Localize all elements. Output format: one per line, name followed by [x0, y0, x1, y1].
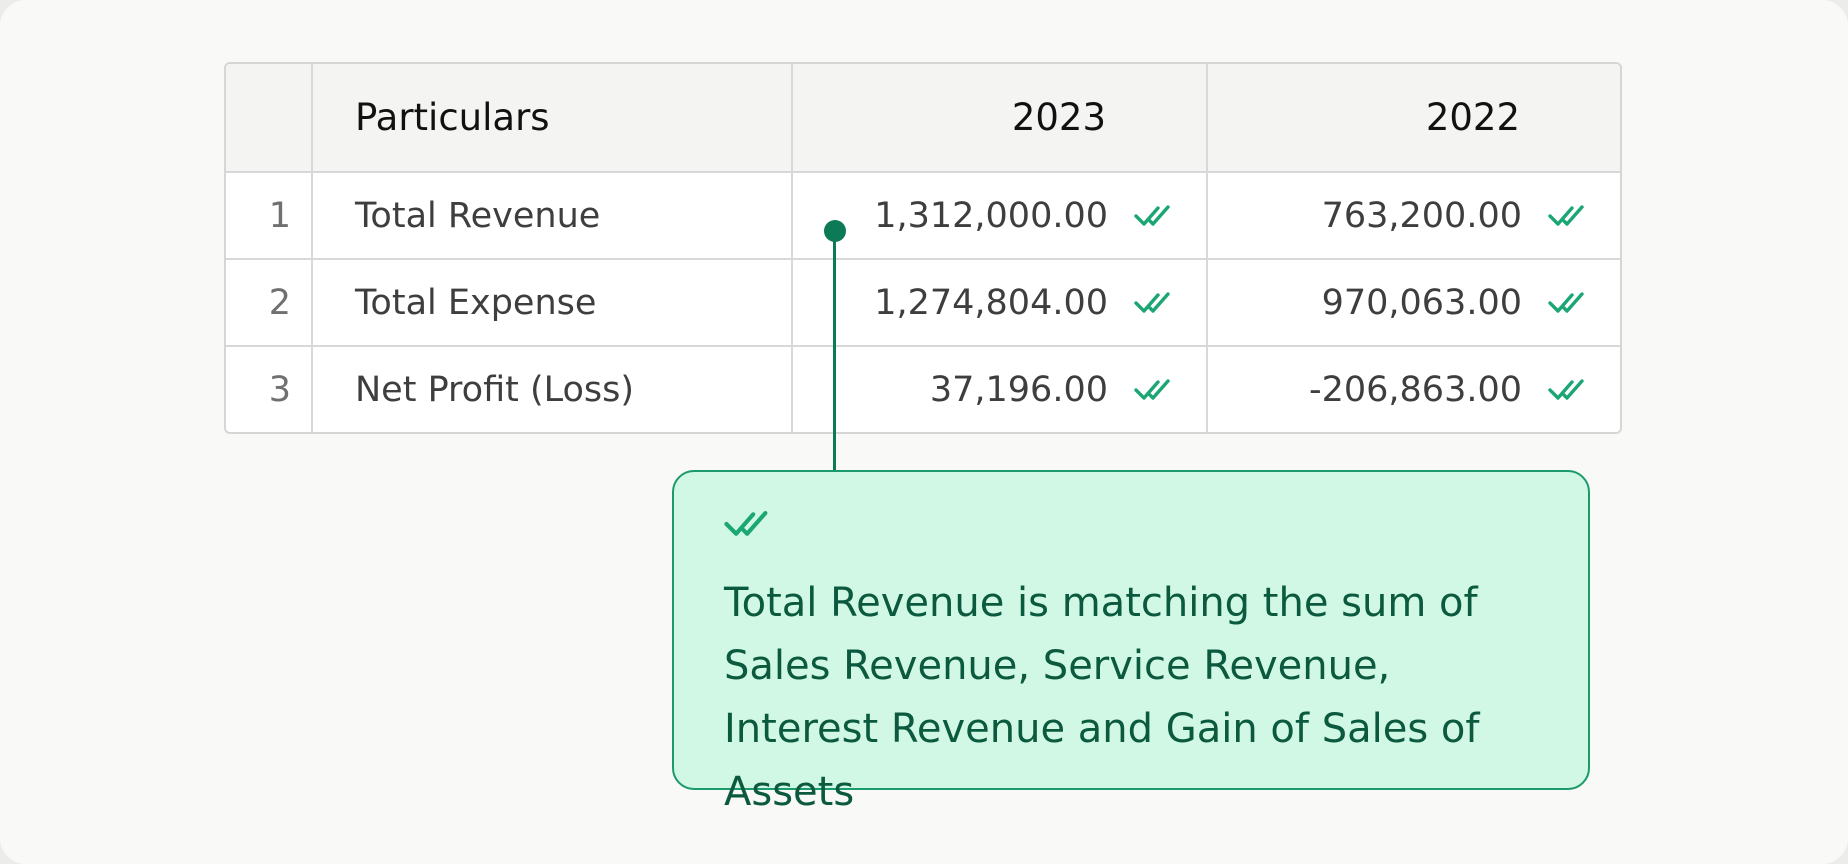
double-check-icon — [724, 510, 768, 536]
validation-callout: Total Revenue is matching the sum of Sal… — [672, 470, 1590, 815]
value-text: 970,063.00 — [1321, 282, 1522, 323]
value-text: 1,312,000.00 — [874, 195, 1108, 236]
value-text: 37,196.00 — [929, 370, 1108, 410]
header-2022: 2022 — [1206, 64, 1620, 173]
row-index: 3 — [226, 345, 313, 432]
cell-2023[interactable]: 1,274,804.00 — [791, 258, 1208, 347]
table-row[interactable]: 2 Total Expense 1,274,804.00 970,063.00 — [226, 258, 1620, 347]
header-index — [226, 64, 313, 173]
cell-2022[interactable]: -206,863.00 — [1206, 345, 1620, 432]
double-check-icon[interactable] — [1548, 377, 1594, 403]
header-particulars: Particulars — [311, 64, 793, 173]
connector-line — [833, 232, 836, 472]
double-check-icon[interactable] — [1134, 203, 1180, 229]
cell-2022[interactable]: 970,063.00 — [1206, 258, 1620, 347]
row-particular: Total Expense — [311, 258, 793, 347]
double-check-icon[interactable] — [1134, 290, 1180, 316]
financial-table: Particulars 2023 2022 1 Total Revenue 1,… — [224, 62, 1622, 434]
double-check-icon[interactable] — [1548, 290, 1594, 316]
cell-2022[interactable]: 763,200.00 — [1206, 171, 1620, 260]
value-text: 1,274,804.00 — [874, 282, 1108, 323]
cell-2023[interactable]: 37,196.00 — [791, 345, 1208, 432]
double-check-icon[interactable] — [1548, 203, 1594, 229]
row-particular: Net Profit (Loss) — [311, 345, 793, 432]
row-particular: Total Revenue — [311, 171, 793, 260]
double-check-icon[interactable] — [1134, 377, 1180, 403]
value-text: 763,200.00 — [1321, 195, 1522, 236]
row-index: 2 — [226, 258, 313, 347]
value-text: -206,863.00 — [1308, 370, 1522, 410]
table-row[interactable]: 3 Net Profit (Loss) 37,196.00 -206,863.0… — [226, 345, 1620, 432]
table-header-row: Particulars 2023 2022 — [226, 64, 1620, 173]
callout-message: Total Revenue is matching the sum of Sal… — [724, 580, 1480, 815]
connector-dot — [824, 220, 846, 242]
header-2023: 2023 — [791, 64, 1208, 173]
cell-2023[interactable]: 1,312,000.00 — [791, 171, 1208, 260]
row-index: 1 — [226, 171, 313, 260]
table-row[interactable]: 1 Total Revenue 1,312,000.00 763,200.00 — [226, 171, 1620, 260]
